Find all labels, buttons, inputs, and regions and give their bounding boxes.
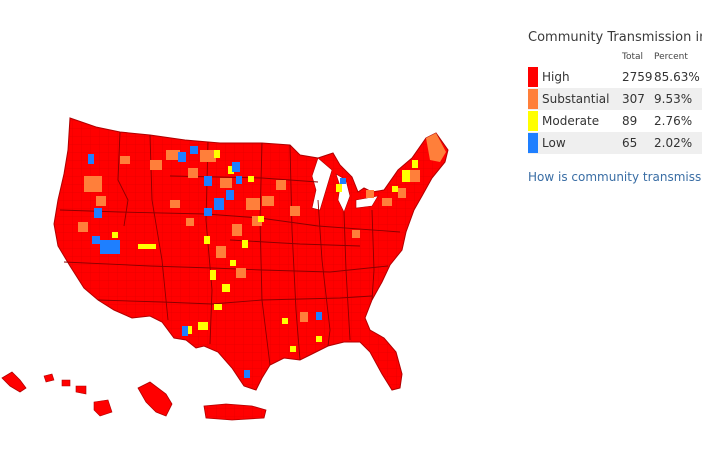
substantial-swatch (528, 89, 538, 109)
level-total: 65 (622, 132, 654, 154)
how-calculated-link[interactable]: How is community transmission calculated… (528, 170, 702, 184)
legend-row-moderate[interactable]: Moderate 89 2.76% (528, 110, 702, 132)
legend-title: Community Transmission in US (528, 30, 702, 45)
header-total: Total (622, 52, 644, 62)
level-percent: 85.63% (654, 70, 700, 84)
high-swatch (528, 67, 538, 87)
low-counties[interactable] (88, 146, 346, 378)
level-total: 2759 (622, 70, 653, 84)
level-label: Moderate (542, 114, 600, 128)
legend-row-substantial[interactable]: Substantial 307 9.53% (528, 88, 702, 110)
header-percent: Percent (654, 52, 688, 62)
level-label: Low (542, 132, 622, 154)
transmission-legend: Community Transmission in US Total Perce… (528, 28, 702, 184)
low-swatch (528, 133, 538, 153)
legend-table: Total Percent High 2759 85.63% Substanti… (528, 50, 702, 154)
us-county-map[interactable] (0, 0, 520, 468)
legend-row-high[interactable]: High 2759 85.63% (528, 66, 702, 88)
hawaii-shape[interactable] (43, 373, 113, 417)
level-label: Substantial (542, 88, 622, 110)
level-total: 307 (622, 88, 654, 110)
level-label: High (542, 70, 570, 84)
level-total: 89 (622, 114, 638, 128)
moderate-swatch (528, 111, 538, 131)
legend-row-low[interactable]: Low 65 2.02% (528, 132, 702, 154)
level-percent: 2.02% (654, 132, 702, 154)
level-percent: 9.53% (654, 88, 702, 110)
level-percent: 2.76% (654, 114, 693, 128)
alaska-shape[interactable] (1, 371, 27, 393)
great-lakes (311, 157, 379, 213)
substantial-counties[interactable] (78, 133, 446, 322)
territory-shape[interactable] (137, 381, 173, 417)
moderate-counties[interactable] (112, 150, 418, 352)
